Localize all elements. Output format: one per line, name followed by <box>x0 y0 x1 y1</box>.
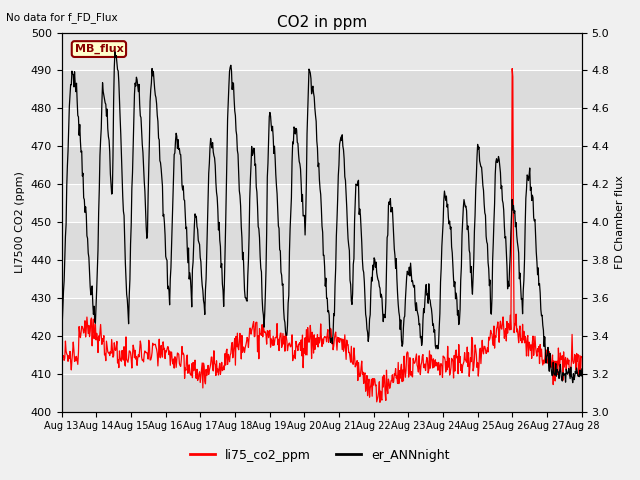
Bar <box>61 108 582 146</box>
Title: CO2 in ppm: CO2 in ppm <box>276 15 367 30</box>
Bar <box>61 336 582 374</box>
Legend: li75_co2_ppm, er_ANNnight: li75_co2_ppm, er_ANNnight <box>186 444 454 467</box>
Bar <box>61 374 582 412</box>
Bar <box>61 146 582 184</box>
Text: No data for f_FD_Flux: No data for f_FD_Flux <box>6 12 118 23</box>
Y-axis label: FD Chamber flux: FD Chamber flux <box>615 175 625 269</box>
Bar <box>61 184 582 222</box>
Bar <box>61 260 582 298</box>
Bar <box>61 222 582 260</box>
Bar <box>61 71 582 108</box>
Bar <box>61 33 582 71</box>
Y-axis label: LI7500 CO2 (ppm): LI7500 CO2 (ppm) <box>15 171 25 273</box>
Bar <box>61 298 582 336</box>
Text: MB_flux: MB_flux <box>74 44 124 54</box>
